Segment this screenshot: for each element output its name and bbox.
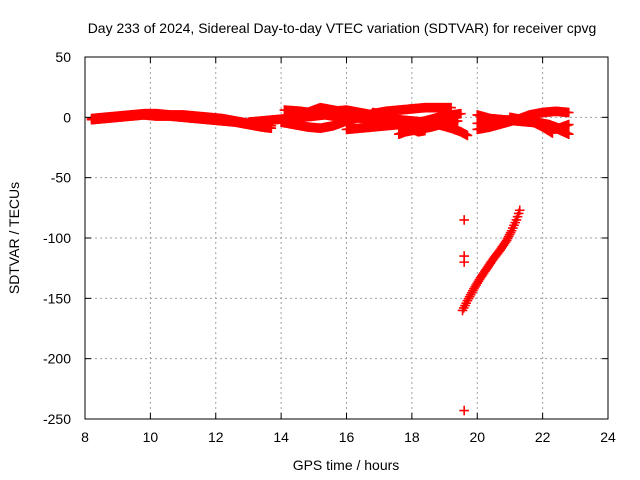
x-tick-label: 24 [600,429,616,445]
y-axis-tick-labels: 50 0 -50 -100 -150 -200 -250 [43,49,71,427]
series-sat-o [457,205,525,316]
y-tick-label: 50 [55,49,71,65]
data-point [459,257,469,267]
data-point [266,123,277,133]
chart-title: Day 233 of 2024, Sidereal Day-to-day VTE… [88,20,597,36]
y-axis-label: SDTVAR / TECUs [6,182,22,294]
data-point [514,205,525,216]
y-tick-label: -100 [43,230,71,246]
series-sat-j [394,116,463,140]
x-tick-label: 14 [273,429,289,445]
x-tick-label: 8 [81,429,89,445]
series-sat-n [505,112,574,133]
series-isolated [459,215,469,416]
data-point [563,107,574,118]
data-series [86,102,574,416]
x-tick-label: 10 [143,429,159,445]
y-tick-label: -50 [51,170,71,186]
y-tick-label: -150 [43,290,71,306]
data-point [563,129,574,140]
y-tick-label: 0 [63,109,71,125]
x-axis-tick-labels: 8 10 12 14 16 18 20 22 24 [81,429,616,445]
data-point [563,119,574,130]
data-point [462,130,473,141]
data-point [456,108,466,119]
x-tick-label: 20 [469,429,485,445]
data-point [452,116,463,126]
y-tick-label: -200 [43,351,71,367]
axis-ticks [84,56,609,420]
x-tick-label: 16 [339,429,355,445]
series-sat-h [341,108,466,135]
x-tick-label: 18 [404,429,420,445]
x-axis-label: GPS time / hours [293,457,400,473]
x-tick-label: 22 [535,429,551,445]
y-tick-label: -250 [43,411,71,427]
data-point [459,215,469,225]
data-point [459,405,469,416]
series-sat-b [86,110,277,133]
x-tick-label: 12 [208,429,224,445]
